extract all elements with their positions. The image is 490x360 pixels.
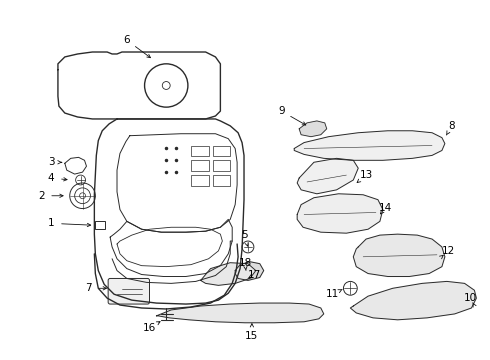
Polygon shape [299,121,327,137]
Bar [191,175,209,186]
Polygon shape [297,158,358,194]
Text: 11: 11 [326,289,339,299]
Bar [191,160,209,171]
Bar [96,221,105,229]
Text: 15: 15 [245,330,259,341]
Text: 9: 9 [278,106,285,116]
Text: 7: 7 [85,283,92,293]
Text: 18: 18 [238,258,252,268]
Bar [213,175,230,186]
Bar [213,160,230,171]
Text: 6: 6 [123,35,130,45]
Polygon shape [235,262,264,280]
Polygon shape [201,263,256,285]
Text: 13: 13 [360,170,373,180]
Bar [191,145,209,156]
Text: 10: 10 [464,293,477,303]
Text: 1: 1 [48,218,54,228]
Text: 12: 12 [442,246,455,256]
Polygon shape [294,131,445,160]
Text: 14: 14 [379,203,392,212]
Polygon shape [297,194,383,233]
Text: 3: 3 [48,157,54,167]
Text: 4: 4 [48,173,54,183]
Text: 5: 5 [241,230,247,240]
Polygon shape [350,282,476,320]
Text: 17: 17 [248,270,262,279]
Text: 16: 16 [143,323,156,333]
Polygon shape [353,234,445,276]
Text: 8: 8 [448,121,455,131]
FancyBboxPatch shape [108,278,149,304]
Bar [213,145,230,156]
Text: 2: 2 [38,191,45,201]
Polygon shape [156,303,324,323]
